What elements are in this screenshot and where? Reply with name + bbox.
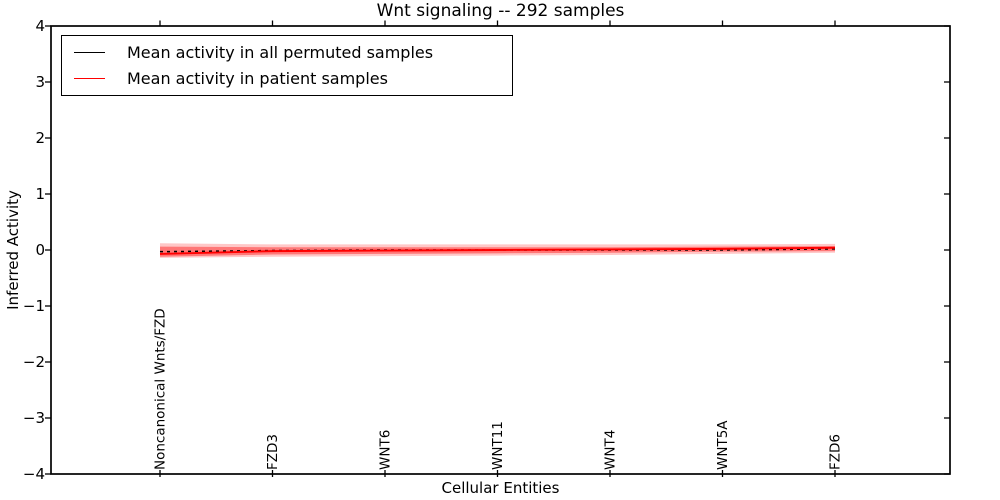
legend-item-patient: Mean activity in patient samples	[62, 69, 512, 88]
y-tick-label: −3	[22, 409, 45, 427]
y-tick-label: 0	[35, 241, 45, 259]
y-tick-label: 3	[35, 73, 45, 91]
y-tick-label: 2	[35, 129, 45, 147]
legend-item-permuted: Mean activity in all permuted samples	[62, 43, 512, 62]
x-tick-label: FZD6	[828, 434, 844, 470]
x-tick-label: WNT6	[378, 430, 394, 470]
x-tick-label: WNT4	[603, 430, 619, 470]
x-tick-label: Noncanonical Wnts/FZD	[153, 308, 169, 470]
x-tick-label: FZD3	[265, 434, 281, 470]
legend-label-patient: Mean activity in patient samples	[127, 69, 388, 88]
x-axis-label: Cellular Entities	[441, 479, 560, 497]
x-tick-label: WNT11	[490, 421, 506, 470]
y-tick-label: 1	[35, 185, 45, 203]
y-tick-label: −2	[22, 353, 45, 371]
y-tick-label: 4	[35, 17, 45, 35]
chart-title: Wnt signaling -- 292 samples	[376, 1, 625, 21]
legend-line-red-icon	[74, 78, 105, 79]
legend-line-black-icon	[74, 52, 105, 53]
legend: Mean activity in all permuted samples Me…	[61, 35, 513, 96]
y-tick-label: −4	[22, 465, 45, 483]
series-line-1	[159, 246, 836, 255]
y-tick-label: −1	[22, 297, 45, 315]
x-tick-label: WNT5A	[715, 420, 731, 470]
legend-label-permuted: Mean activity in all permuted samples	[127, 43, 434, 62]
